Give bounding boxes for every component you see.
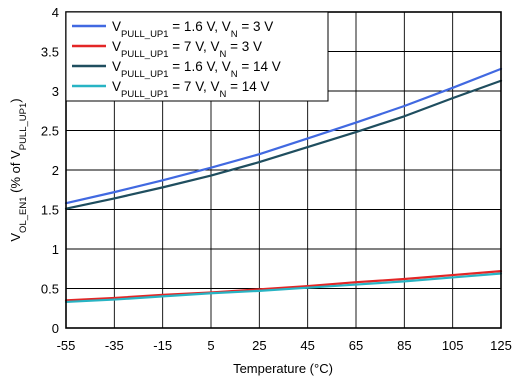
x-tick-label: 105 [442,338,464,353]
text-part: = 1.6 V, V [169,19,231,34]
x-tick-label: -15 [153,338,172,353]
legend-entry-label: VPULL_UP1 = 1.6 V, VN = 14 V [112,59,281,80]
y-tick-label: 0.5 [41,282,59,297]
text-part: = 7 V, V [169,39,220,54]
x-axis-title: Temperature (°C) [233,361,333,376]
text-part: = 3 V [238,19,274,34]
subscript-text: N [219,49,226,60]
y-tick-label: 2 [52,163,59,178]
subscript-text: PULL_UP1 [121,29,169,40]
subscript-text: PULL_UP1 [121,49,169,60]
x-tick-label: 65 [349,338,363,353]
y-tick-label: 1 [52,242,59,257]
y-tick-label: 3.5 [41,45,59,60]
x-tick-label: 45 [300,338,314,353]
subscript-text: N [231,29,238,40]
subscript-text: OL_EN1 [18,197,29,233]
text-part: V [112,79,121,94]
series-lines [64,67,503,304]
subscript-text: PULL_UP1 [18,103,29,151]
y-tick-label: 0 [52,321,59,336]
y-tick-label: 1.5 [41,203,59,218]
x-tick-label: -35 [105,338,124,353]
y-tick-label: 2.5 [41,124,59,139]
legend-entry-label: VPULL_UP1 = 7 V, VN = 3 V [112,39,262,60]
y-tick-label: 4 [52,5,59,20]
text-part: = 1.6 V, V [169,59,231,74]
text-part: V [112,19,121,34]
legend-entry-label: VPULL_UP1 = 7 V, VN = 14 V [112,79,270,100]
series-line-1 [64,67,503,205]
text-part: = 3 V [226,39,262,54]
series-line-4 [64,272,503,304]
series-line-2 [64,270,503,302]
text-part: ) [8,98,23,102]
text-part: V [8,233,23,242]
subscript-text: N [219,89,226,100]
x-tick-label: 25 [252,338,266,353]
x-tick-labels: -55 -35 -15 5 25 45 65 85 105 125 [57,338,512,353]
y-tick-labels: 0 0.5 1 1.5 2 2.5 3 3.5 4 [41,5,59,336]
text-part: = 14 V [238,59,281,74]
y-axis-title: VOL_EN1 (% of VPULL_UP1) [8,98,29,241]
x-tick-label: 85 [397,338,411,353]
y-tick-label: 3 [52,84,59,99]
legend-box [65,11,329,102]
subscript-text: PULL_UP1 [121,69,169,80]
legend-entry-label: VPULL_UP1 = 1.6 V, VN = 3 V [112,19,273,40]
series-line-3 [64,79,503,210]
text-part: = 14 V [226,79,269,94]
x-tick-label: -55 [57,338,76,353]
text-part: = 7 V, V [169,79,220,94]
x-tick-label: 125 [490,338,512,353]
x-tick-label: 5 [207,338,214,353]
subscript-text: PULL_UP1 [121,89,169,100]
text-part: V [112,39,121,54]
text-part: (% of V [8,150,23,197]
subscript-text: N [231,69,238,80]
text-part: V [112,59,121,74]
